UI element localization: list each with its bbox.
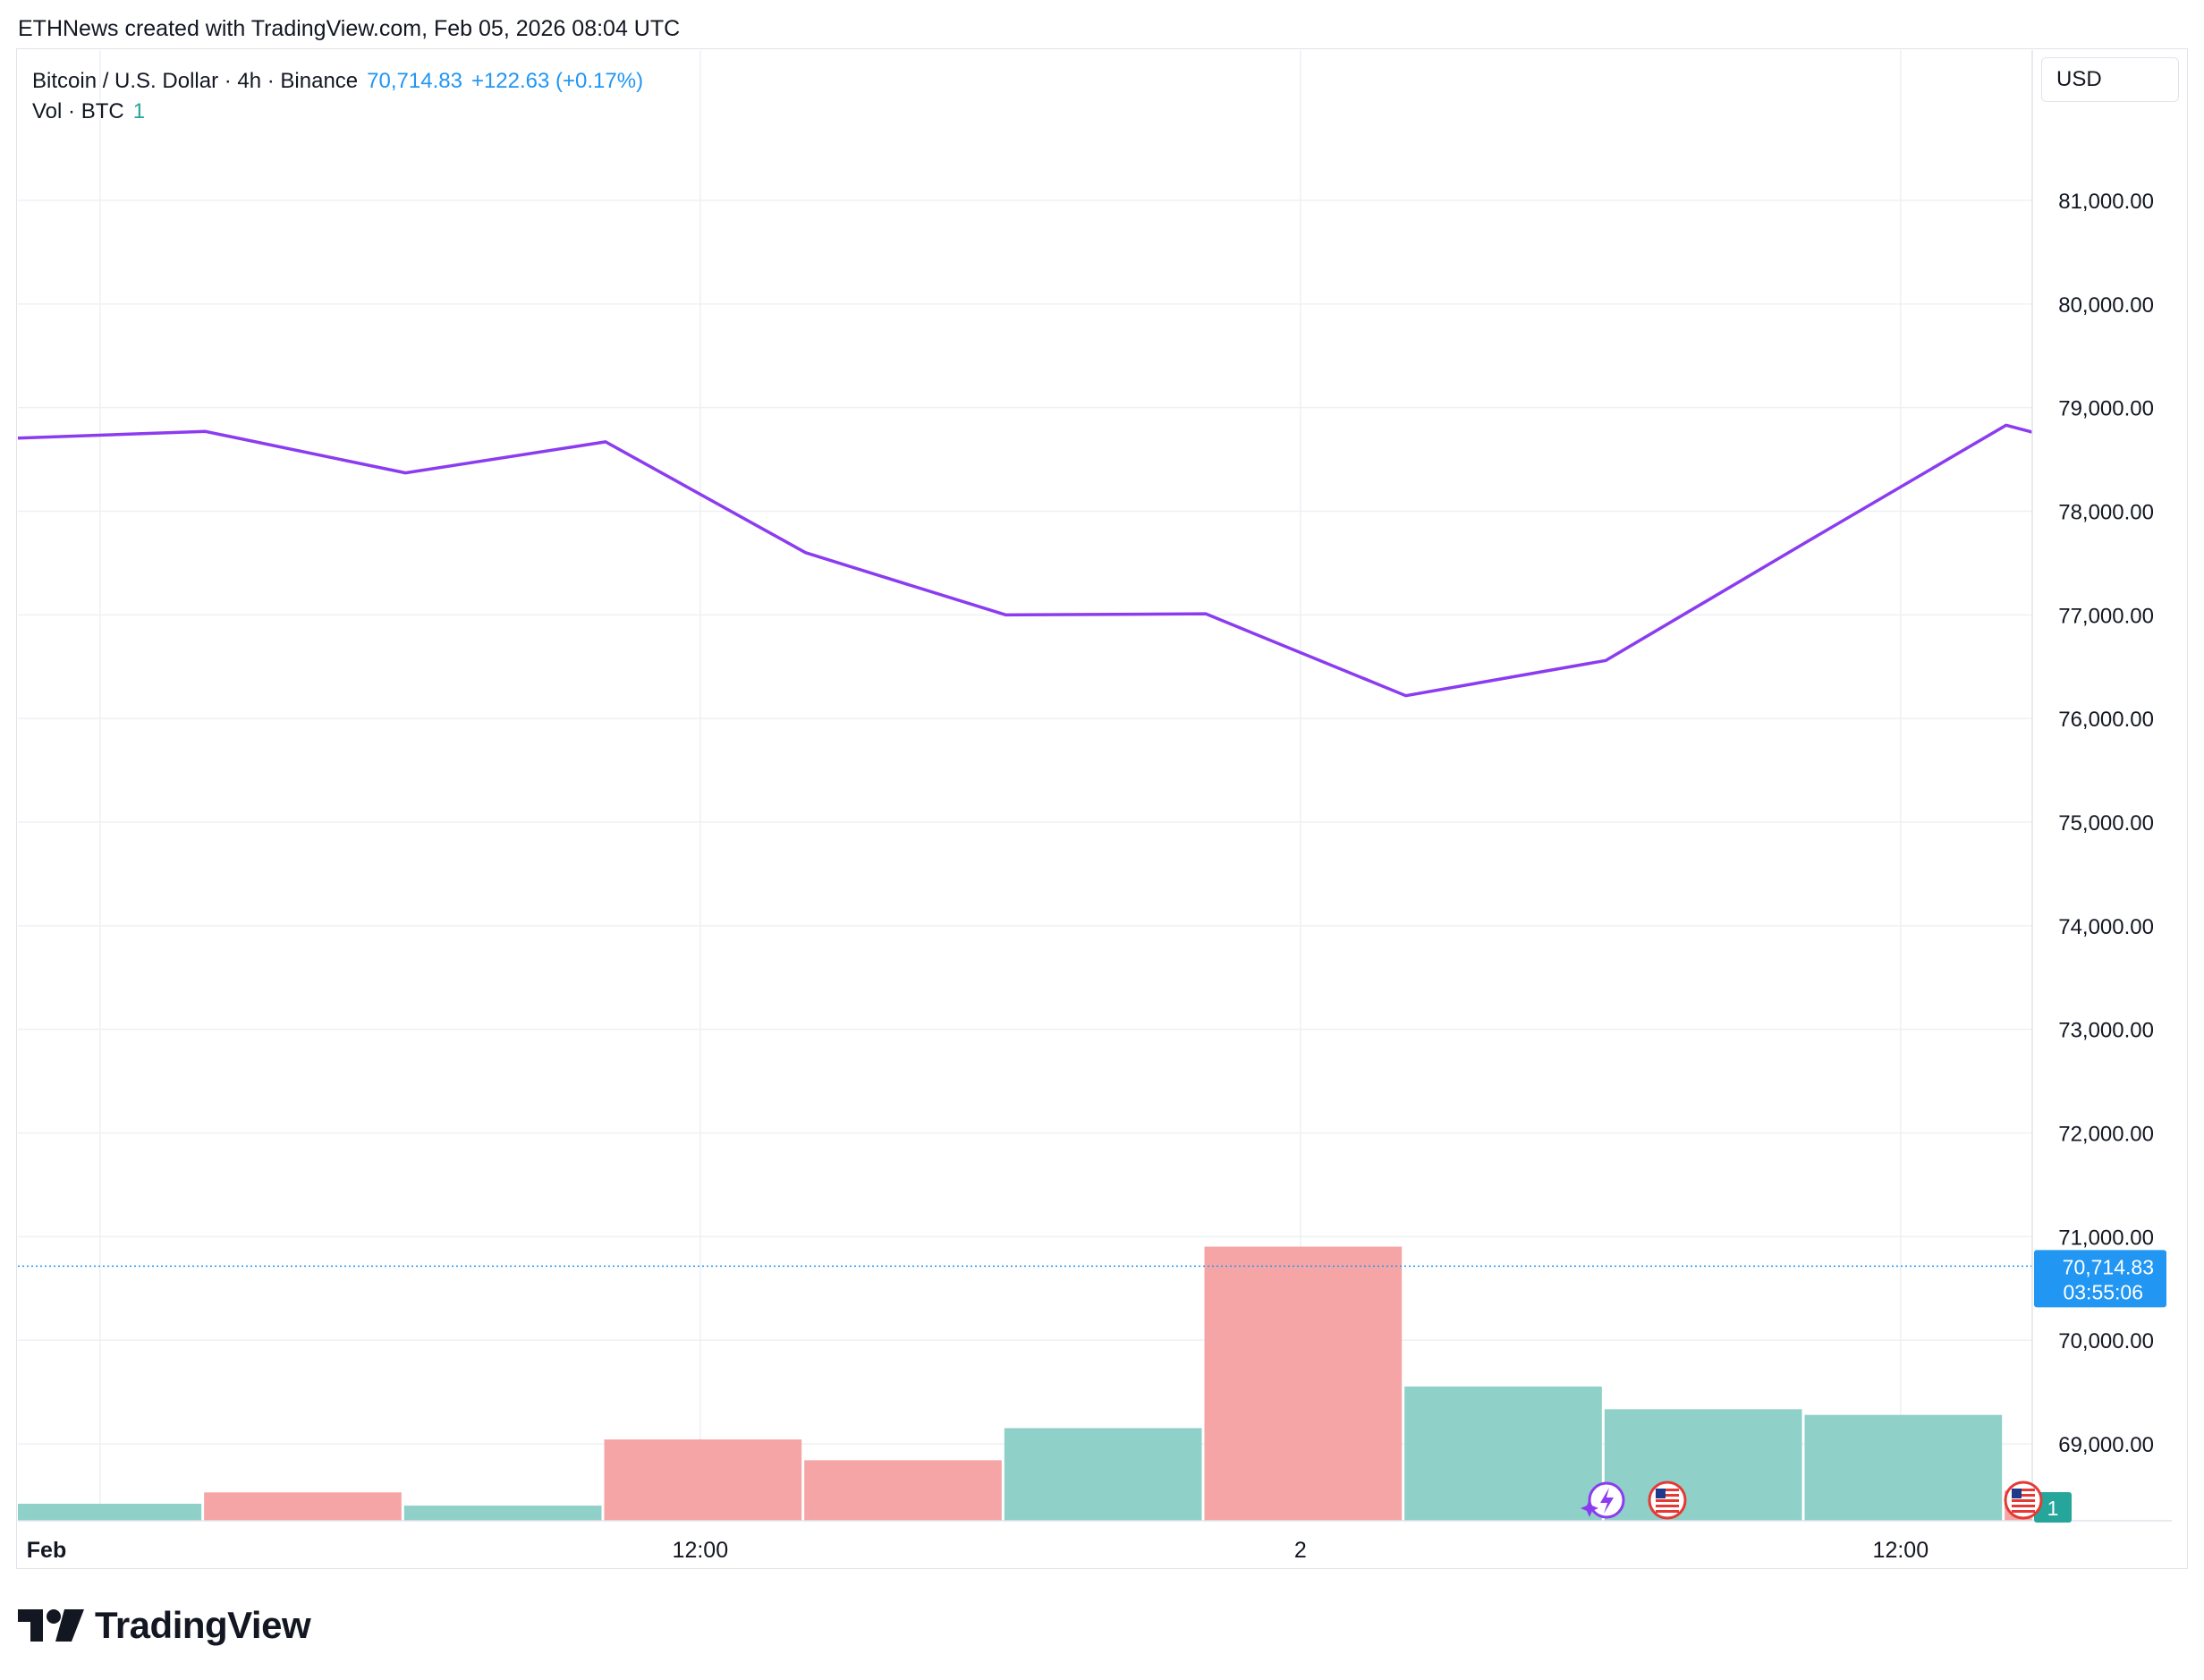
volume-bar xyxy=(403,1506,602,1521)
countdown-badge-text: 03:55:06 xyxy=(2063,1280,2143,1303)
volume-badge xyxy=(2034,1492,2072,1523)
volume-bar xyxy=(1204,1246,1403,1521)
flag-stripe xyxy=(1656,1494,1679,1497)
legend-symbol-row: Bitcoin / U.S. Dollar · 4h · Binance 70,7… xyxy=(32,66,643,97)
legend-volume-row: Vol · BTC 1 xyxy=(32,97,643,127)
price-line xyxy=(18,423,2032,1268)
legend-last-price: 70,714.83 xyxy=(367,69,462,93)
flag-stripe xyxy=(1656,1510,1679,1513)
chart-credit: ETHNews created with TradingView.com, Fe… xyxy=(18,16,681,41)
lightning-bolt-icon xyxy=(1600,1488,1614,1514)
price-tick-label: 69,000.00 xyxy=(2058,1433,2154,1457)
chart-frame xyxy=(16,48,2188,1569)
time-tick-label: Feb xyxy=(27,1538,66,1563)
time-tick-label: 2 xyxy=(1294,1538,1307,1563)
legend-change: +122.63 (+0.17%) xyxy=(470,69,644,93)
chart-grid xyxy=(18,50,2032,1521)
legend-volume-value: 1 xyxy=(132,99,146,123)
flag-stripe xyxy=(2012,1489,2035,1491)
flag-stripe xyxy=(2012,1494,2035,1497)
volume-bar xyxy=(18,1503,202,1521)
price-tick-label: 77,000.00 xyxy=(2058,604,2154,628)
chart-legend: Bitcoin / U.S. Dollar · 4h · Binance 70,7… xyxy=(32,66,643,127)
price-series-line xyxy=(18,423,2032,698)
volume-bar xyxy=(1604,1409,1802,1521)
sparkle-icon xyxy=(1581,1499,1598,1517)
price-tick-label: 70,000.00 xyxy=(2058,1329,2154,1353)
volume-bars xyxy=(18,1246,2032,1521)
volume-badge-text: 1 xyxy=(2047,1497,2059,1520)
flag-stripe xyxy=(1656,1489,1679,1491)
last-price-badge-text: 70,714.83 xyxy=(2063,1255,2154,1278)
price-tick-label: 79,000.00 xyxy=(2058,397,2154,421)
volume-bar xyxy=(1404,1386,1602,1521)
flag-canton xyxy=(2012,1489,2022,1498)
flag-stripe xyxy=(2012,1510,2035,1513)
currency-button[interactable]: USD xyxy=(2041,57,2179,102)
flag-canton xyxy=(1656,1489,1666,1498)
volume-bar xyxy=(204,1492,402,1521)
price-tick-label: 81,000.00 xyxy=(2058,190,2154,214)
price-tick-label: 72,000.00 xyxy=(2058,1123,2154,1147)
volume-bar xyxy=(1004,1428,1202,1521)
us-flag-event-icon xyxy=(1648,1481,1687,1520)
price-tick-label: 74,000.00 xyxy=(2058,915,2154,939)
legend-symbol[interactable]: Bitcoin / U.S. Dollar · 4h · Binance xyxy=(32,69,359,93)
volume-bar xyxy=(804,1460,1002,1521)
price-axis: 81,000.00 80,000.00 79,000.00 78,000.00 77,0… xyxy=(2031,50,2154,1521)
price-tick-label: 76,000.00 xyxy=(2058,708,2154,732)
price-tick-label: 78,000.00 xyxy=(2058,501,2154,525)
volume-bar xyxy=(604,1439,802,1521)
flag-stripe xyxy=(1656,1499,1679,1502)
tradingview-wordmark: TradingView xyxy=(95,1604,311,1646)
price-tick-label: 71,000.00 xyxy=(2058,1226,2154,1250)
time-tick-label: 12:00 xyxy=(1873,1538,1929,1563)
event-icons xyxy=(1581,1481,2043,1520)
flag-stripe xyxy=(1656,1505,1679,1507)
time-tick-label: 12:00 xyxy=(673,1538,729,1563)
flag-stripe xyxy=(2012,1505,2035,1507)
price-tick-label: 73,000.00 xyxy=(2058,1019,2154,1043)
volume-bar xyxy=(1804,1414,2003,1521)
tradingview-logo-icon xyxy=(18,1609,84,1642)
last-price-badge xyxy=(2034,1250,2166,1308)
price-tick-label: 80,000.00 xyxy=(2058,293,2154,318)
price-tick-label: 75,000.00 xyxy=(2058,811,2154,836)
legend-volume-label[interactable]: Vol · BTC xyxy=(32,99,124,123)
flag-stripe xyxy=(2012,1499,2035,1502)
tradingview-logo[interactable]: TradingView xyxy=(18,1603,311,1648)
us-flag-event-icon xyxy=(2004,1481,2043,1520)
